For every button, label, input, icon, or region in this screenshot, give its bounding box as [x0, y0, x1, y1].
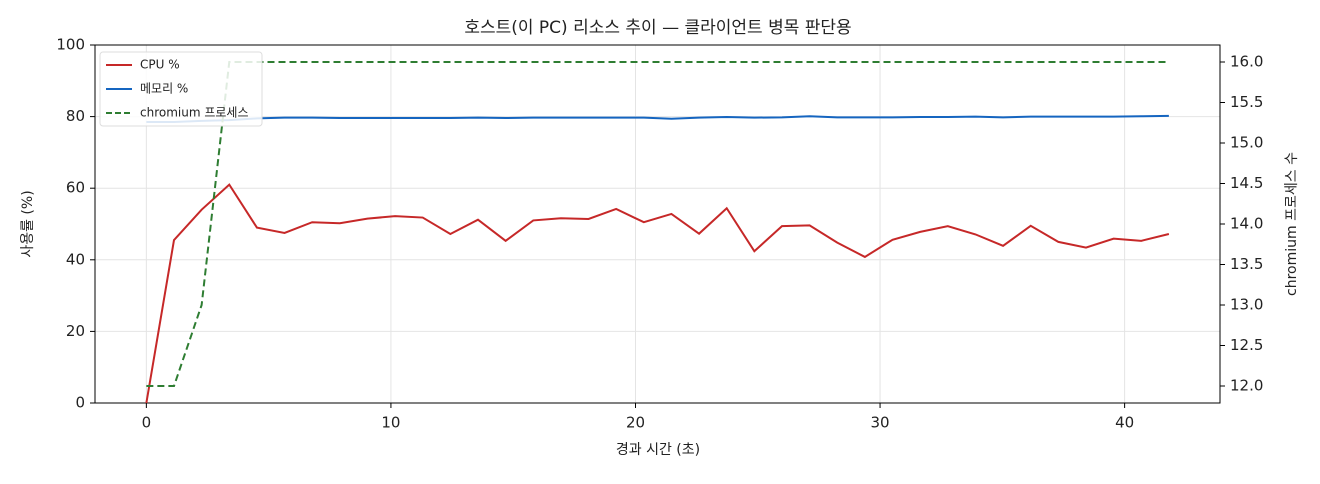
y2-tick-label: 14.5 [1230, 174, 1263, 192]
y-tick-label: 20 [66, 322, 85, 340]
plot-frame [94, 44, 1221, 404]
y-tick-label: 0 [75, 394, 85, 412]
x-tick-label: 20 [626, 414, 645, 432]
legend-label: 메모리 % [140, 82, 188, 96]
y2-tick-label: 13.0 [1230, 295, 1263, 313]
x-tick-label: 0 [142, 414, 152, 432]
legend-box [99, 51, 263, 127]
x-tick-label: 40 [1115, 414, 1134, 432]
y-tick-label: 80 [66, 107, 85, 125]
y2-tick-label: 14.0 [1230, 215, 1263, 233]
x-tick-label: 30 [871, 414, 890, 432]
y2-tick-label: 13.5 [1230, 255, 1263, 273]
y2-tick-label: 15.5 [1230, 93, 1263, 111]
legend-label: CPU % [140, 58, 180, 72]
y2-tick-label: 12.5 [1230, 336, 1263, 354]
y-tick-label: 40 [66, 250, 85, 268]
y2-tick-label: 16.0 [1230, 53, 1263, 71]
legend: CPU % 메모리 % chromium 프로세스 [99, 51, 263, 127]
x-tick-label: 10 [381, 414, 400, 432]
y2-axis-label: chromium 프로세스 수 [1284, 152, 1300, 296]
data-line [145, 183, 1170, 404]
x-axis-label: 경과 시간 (초) [616, 442, 700, 458]
y-tick-label: 100 [56, 36, 85, 54]
y2-tick-label: 15.0 [1230, 134, 1263, 152]
y-axis-label: 사용률 (%) [20, 190, 36, 257]
data-line [146, 61, 1169, 387]
chart-title: 호스트(이 PC) 리소스 추이 — 클라이언트 병목 판단용 [464, 18, 851, 38]
y-tick-label: 60 [66, 179, 85, 197]
data-line [146, 114, 1169, 123]
y2-tick-label: 12.0 [1230, 376, 1263, 394]
legend-label: chromium 프로세스 [140, 106, 249, 120]
